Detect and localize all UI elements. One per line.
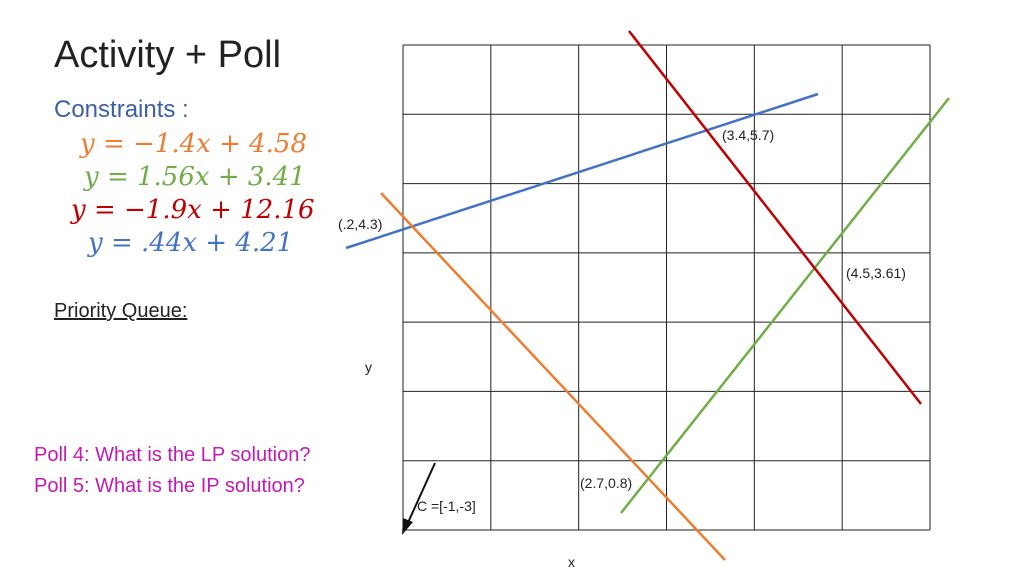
point-label-3.4-5.7: (3.4,5.7)	[722, 127, 774, 143]
constraint-blue: y = .44x + 4.21	[88, 228, 294, 258]
point-label-0.2-4.3: (.2,4.3)	[338, 216, 382, 232]
constraint-green: y = 1.56x + 3.41	[84, 162, 306, 192]
point-label-2.7-0.8: (2.7,0.8)	[580, 475, 632, 491]
constraint-line-blue	[345, 92, 819, 250]
grid	[402, 44, 931, 531]
constraint-red: y = −1.9x + 12.16	[71, 195, 315, 225]
x-axis-label: x	[568, 554, 575, 570]
poll-5-question: Poll 5: What is the IP solution?	[34, 475, 305, 497]
poll-4-question: Poll 4: What is the LP solution?	[34, 444, 311, 466]
constraint-orange: y = −1.4x + 4.58	[80, 129, 308, 159]
priority-queue-label: Priority Queue:	[54, 300, 188, 322]
point-label-4.5-3.61: (4.5,3.61)	[846, 265, 906, 281]
constraint-line-orange	[380, 192, 726, 561]
constraints-label: Constraints :	[54, 96, 189, 123]
objective-arrow-shaft	[405, 462, 436, 528]
constraint-line-red	[628, 30, 922, 405]
y-axis-label: y	[365, 359, 372, 375]
slide-title: Activity + Poll	[54, 34, 282, 76]
objective-label: C =[-1,-3]	[417, 498, 476, 514]
constraint-line-green	[620, 97, 950, 514]
objective-arrow-head	[402, 518, 413, 535]
